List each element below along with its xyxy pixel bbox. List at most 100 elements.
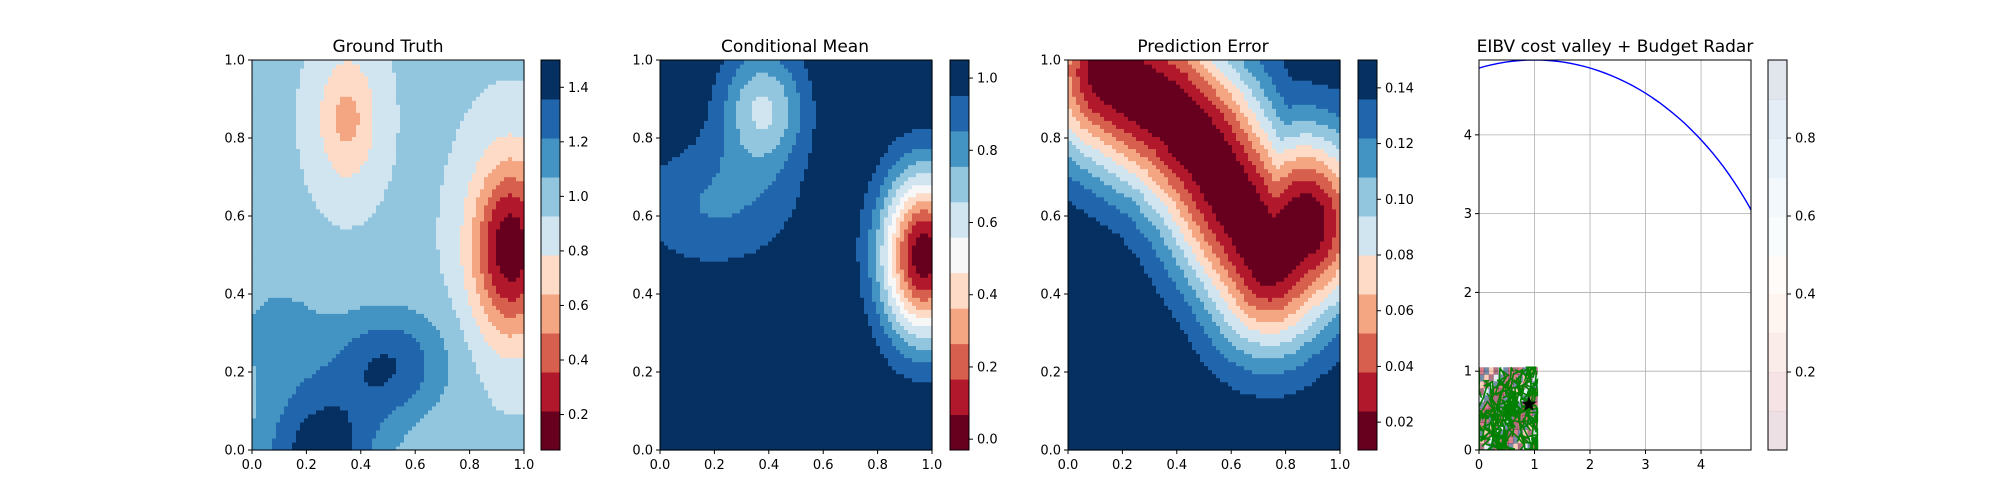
heatmap-cell: [388, 180, 393, 186]
heatmap-cell: [448, 236, 453, 242]
heatmap-cell: [380, 373, 385, 379]
heatmap-cell: [320, 248, 325, 254]
heatmap-cell: [364, 252, 369, 258]
heatmap-cell: [284, 429, 289, 435]
heatmap-cell: [312, 257, 317, 262]
heatmap-cell: [324, 104, 329, 109]
heatmap-cell: [420, 341, 425, 347]
heatmap-cell: [404, 381, 409, 387]
heatmap-cell: [328, 72, 333, 77]
heatmap-cell: [284, 96, 289, 101]
heatmap-cell: [376, 148, 381, 154]
heatmap-cell: [348, 200, 353, 206]
heatmap-cell: [352, 92, 357, 97]
heatmap-cell: [376, 361, 381, 367]
heatmap-cell: [416, 80, 421, 85]
heatmap-cell: [260, 269, 265, 274]
heatmap-cell: [400, 252, 405, 258]
heatmap-cell: [300, 409, 305, 415]
heatmap-cell: [256, 212, 261, 218]
heatmap-cell: [396, 124, 401, 129]
heatmap-cell: [428, 168, 433, 174]
heatmap-cell: [400, 136, 405, 142]
heatmap-cell: [332, 216, 337, 222]
heatmap-cell: [452, 305, 457, 310]
heatmap-cell: [424, 321, 429, 326]
heatmap-cell: [328, 345, 333, 351]
heatmap-cell: [416, 180, 421, 186]
heatmap-cell: [316, 301, 321, 306]
heatmap-cell: [440, 104, 445, 109]
heatmap-cell: [400, 325, 405, 330]
heatmap-cell: [324, 385, 329, 391]
heatmap-cell: [340, 240, 345, 246]
heatmap-cell: [284, 445, 289, 451]
heatmap-cell: [372, 273, 377, 278]
heatmap-cell: [268, 248, 273, 254]
heatmap-cell: [440, 116, 445, 121]
heatmap-cell: [400, 401, 405, 407]
heatmap-cell: [436, 373, 441, 379]
heatmap-cell: [360, 152, 365, 158]
heatmap-cell: [404, 349, 409, 355]
heatmap-cell: [432, 164, 437, 170]
heatmap-cell: [288, 329, 293, 334]
heatmap-cell: [416, 277, 421, 282]
heatmap-cell: [268, 397, 273, 403]
heatmap-cell: [384, 64, 389, 69]
heatmap-cell: [280, 401, 285, 407]
heatmap-cell: [448, 212, 453, 218]
heatmap-cell: [328, 120, 333, 125]
heatmap-cell: [356, 236, 361, 242]
heatmap-cell: [304, 377, 309, 383]
heatmap-cell: [280, 313, 285, 318]
heatmap-cell: [264, 273, 269, 278]
heatmap-cell: [432, 68, 437, 73]
heatmap-cell: [332, 76, 337, 81]
heatmap-cell: [276, 168, 281, 174]
heatmap-cell: [328, 373, 333, 379]
heatmap-cell: [252, 148, 257, 154]
heatmap-cell: [424, 445, 429, 451]
heatmap-cell: [456, 393, 461, 399]
heatmap-cell: [356, 409, 361, 415]
heatmap-cell: [356, 180, 361, 186]
heatmap-cell: [340, 317, 345, 322]
heatmap-cell: [264, 301, 269, 306]
heatmap-cell: [312, 281, 317, 286]
heatmap-cell: [320, 160, 325, 166]
heatmap-cell: [320, 136, 325, 142]
heatmap-cell: [312, 293, 317, 298]
heatmap-cell: [412, 144, 417, 150]
heatmap-cell: [356, 321, 361, 326]
heatmap-cell: [256, 397, 261, 403]
heatmap-cell: [396, 104, 401, 109]
heatmap-cell: [288, 425, 293, 431]
heatmap-cell: [404, 385, 409, 391]
heatmap-cell: [404, 273, 409, 278]
heatmap-cell: [256, 116, 261, 121]
heatmap-cell: [300, 289, 305, 294]
heatmap-cell: [252, 200, 257, 206]
heatmap-cell: [256, 96, 261, 101]
heatmap-cell: [312, 373, 317, 379]
heatmap-cell: [316, 72, 321, 77]
heatmap-cell: [352, 361, 357, 367]
heatmap-cell: [352, 257, 357, 262]
heatmap-cell: [308, 305, 313, 310]
heatmap-cell: [304, 128, 309, 133]
heatmap-cell: [280, 357, 285, 363]
heatmap-cell: [380, 281, 385, 286]
heatmap-cell: [312, 180, 317, 186]
heatmap-cell: [444, 100, 449, 105]
heatmap-cell: [308, 381, 313, 387]
heatmap-cell: [256, 228, 261, 234]
heatmap-cell: [332, 377, 337, 383]
heatmap-cell: [448, 441, 453, 447]
heatmap-cell: [392, 381, 397, 387]
heatmap-cell: [456, 441, 461, 447]
heatmap-cell: [252, 124, 257, 129]
heatmap-cell: [356, 349, 361, 355]
heatmap-cell: [360, 405, 365, 411]
heatmap-cell: [372, 72, 377, 77]
